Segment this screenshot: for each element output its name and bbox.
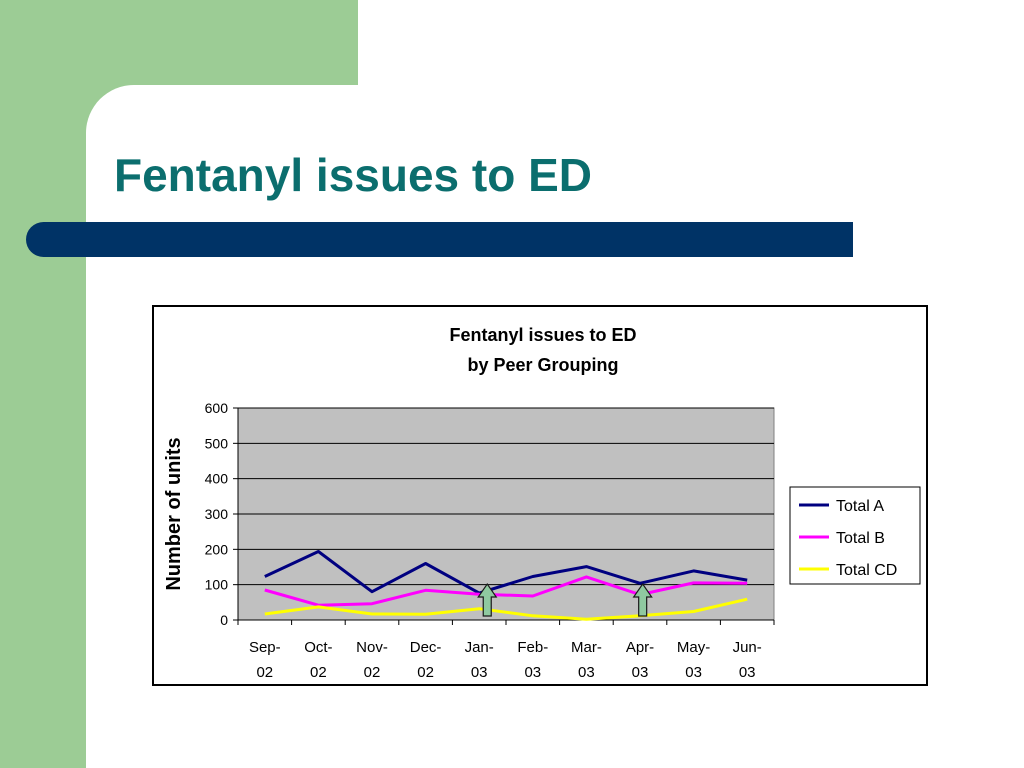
x-tick-label: 03 — [578, 664, 595, 681]
y-tick-label: 300 — [205, 506, 229, 522]
x-tick-label: 02 — [256, 664, 273, 681]
x-tick-label: Jan- — [465, 639, 494, 656]
chart-title-line: Fentanyl issues to ED — [449, 325, 636, 345]
x-tick-label: 03 — [524, 664, 541, 681]
x-tick-label: 02 — [364, 664, 381, 681]
x-tick-label: 02 — [417, 664, 434, 681]
x-tick-label: 03 — [471, 664, 488, 681]
chart-title-line: by Peer Grouping — [467, 355, 618, 375]
x-tick-label: Mar- — [571, 639, 602, 656]
y-tick-label: 600 — [205, 400, 229, 416]
title-rule-bar — [26, 222, 853, 257]
x-tick-label: Feb- — [517, 639, 548, 656]
legend-label-total-b: Total B — [836, 530, 885, 547]
x-tick-label: Oct- — [304, 639, 332, 656]
series-line-total-b — [264, 575, 748, 607]
x-tick-label: Apr- — [626, 639, 654, 656]
x-tick-label: 02 — [310, 664, 327, 681]
y-axis-label: Number of units — [163, 437, 185, 590]
y-tick-label: 0 — [220, 612, 228, 628]
x-tick-label: Sep- — [249, 639, 281, 656]
x-tick-label: May- — [677, 639, 710, 656]
series-line-total-cd — [264, 597, 748, 621]
legend-label-total-cd: Total CD — [836, 562, 897, 579]
up-arrow-icon — [477, 582, 498, 617]
line-chart: Fentanyl issues to ED by Peer Grouping 0 10… — [163, 325, 921, 681]
y-tick-label: 100 — [205, 577, 229, 593]
y-tick-label: 400 — [205, 471, 229, 487]
chart-frame: Fentanyl issues to ED by Peer Grouping 0 10… — [152, 305, 928, 686]
x-tick-label: 03 — [739, 664, 756, 681]
x-tick-label: Nov- — [356, 639, 388, 656]
x-tick-label: Dec- — [410, 639, 442, 656]
y-tick-label: 500 — [205, 435, 229, 451]
x-tick-label: 03 — [685, 664, 702, 681]
x-tick-label: Jun- — [733, 639, 762, 656]
slide-title: Fentanyl issues to ED — [114, 149, 593, 201]
legend-label-total-a: Total A — [836, 498, 884, 515]
x-tick-label: 03 — [632, 664, 649, 681]
up-arrow-icon — [632, 582, 653, 617]
series-line-total-a — [264, 550, 748, 595]
y-tick-label: 200 — [205, 541, 229, 557]
